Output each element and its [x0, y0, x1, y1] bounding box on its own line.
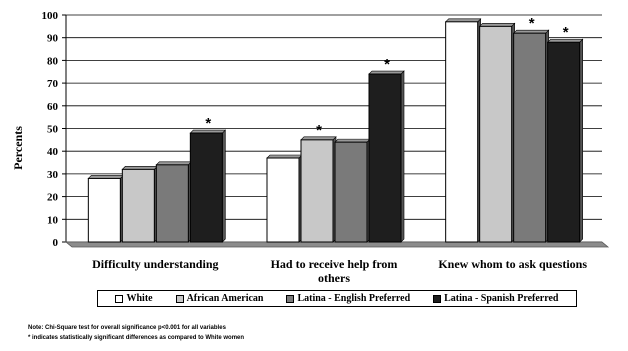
y-tick-label: 30 — [47, 169, 59, 181]
y-tick-label: 60 — [47, 101, 59, 113]
category-label: Had to receive help from — [271, 257, 398, 271]
category-label: others — [318, 271, 350, 285]
category-label: Difficulty understanding — [92, 257, 218, 271]
y-tick-label: 100 — [42, 10, 59, 22]
floor-plane — [64, 241, 610, 248]
significance-star: * — [205, 115, 211, 132]
significance-marks: * * * * * — [205, 15, 568, 139]
x-axis-categories: Difficulty understanding Had to receive h… — [92, 257, 587, 285]
legend-label: African American — [186, 293, 264, 304]
bar — [445, 21, 479, 243]
note-chi-square: Note: Chi-Square test for overall signif… — [28, 325, 226, 331]
bar — [121, 168, 155, 243]
chart-notes: Note: Chi-Square test for overall signif… — [28, 323, 244, 343]
legend-label: Latina - English Preferred — [297, 293, 411, 304]
legend-item: White — [115, 293, 153, 304]
legend-item: Latina - English Preferred — [286, 293, 410, 304]
bars — [87, 18, 584, 243]
y-axis-label: Percents — [11, 126, 25, 170]
bar — [87, 177, 121, 243]
significance-star: * — [316, 122, 322, 139]
category-label: Knew whom to ask questions — [438, 257, 587, 271]
y-tick-label: 0 — [53, 237, 59, 249]
significance-star: * — [384, 56, 390, 73]
y-tick-label: 70 — [47, 78, 59, 90]
bar — [155, 164, 189, 243]
legend: White African American Latina - English Pr… — [97, 290, 577, 307]
y-tick-label: 90 — [47, 33, 59, 45]
y-tick-label: 50 — [47, 124, 59, 136]
legend-swatch — [286, 294, 295, 303]
legend-swatch — [115, 294, 124, 303]
legend-swatch — [175, 294, 184, 303]
legend-label: Latina - Spanish Preferred — [444, 293, 559, 304]
bar — [547, 41, 581, 243]
significance-star: * — [563, 24, 569, 41]
bar — [368, 73, 402, 243]
bar — [300, 139, 334, 243]
chart-floor — [64, 241, 610, 248]
y-tick-label: 10 — [47, 214, 59, 226]
note-significance: * indicates statistically significant di… — [28, 335, 245, 341]
bar — [479, 25, 513, 243]
significance-star: * — [529, 15, 535, 32]
bar — [513, 32, 547, 243]
y-tick-label: 20 — [47, 192, 59, 204]
y-tick-label: 40 — [47, 146, 59, 158]
bar — [266, 157, 300, 243]
y-axis-ticks: 0 10 20 30 40 50 60 70 80 90 100 — [42, 10, 59, 249]
bar — [189, 132, 223, 243]
legend-item: Latina - Spanish Preferred — [433, 293, 558, 304]
legend-item: African American — [175, 293, 264, 304]
legend-label: White — [126, 293, 153, 304]
legend-swatch — [433, 294, 442, 303]
bar — [334, 141, 368, 243]
y-tick-label: 80 — [47, 55, 59, 67]
